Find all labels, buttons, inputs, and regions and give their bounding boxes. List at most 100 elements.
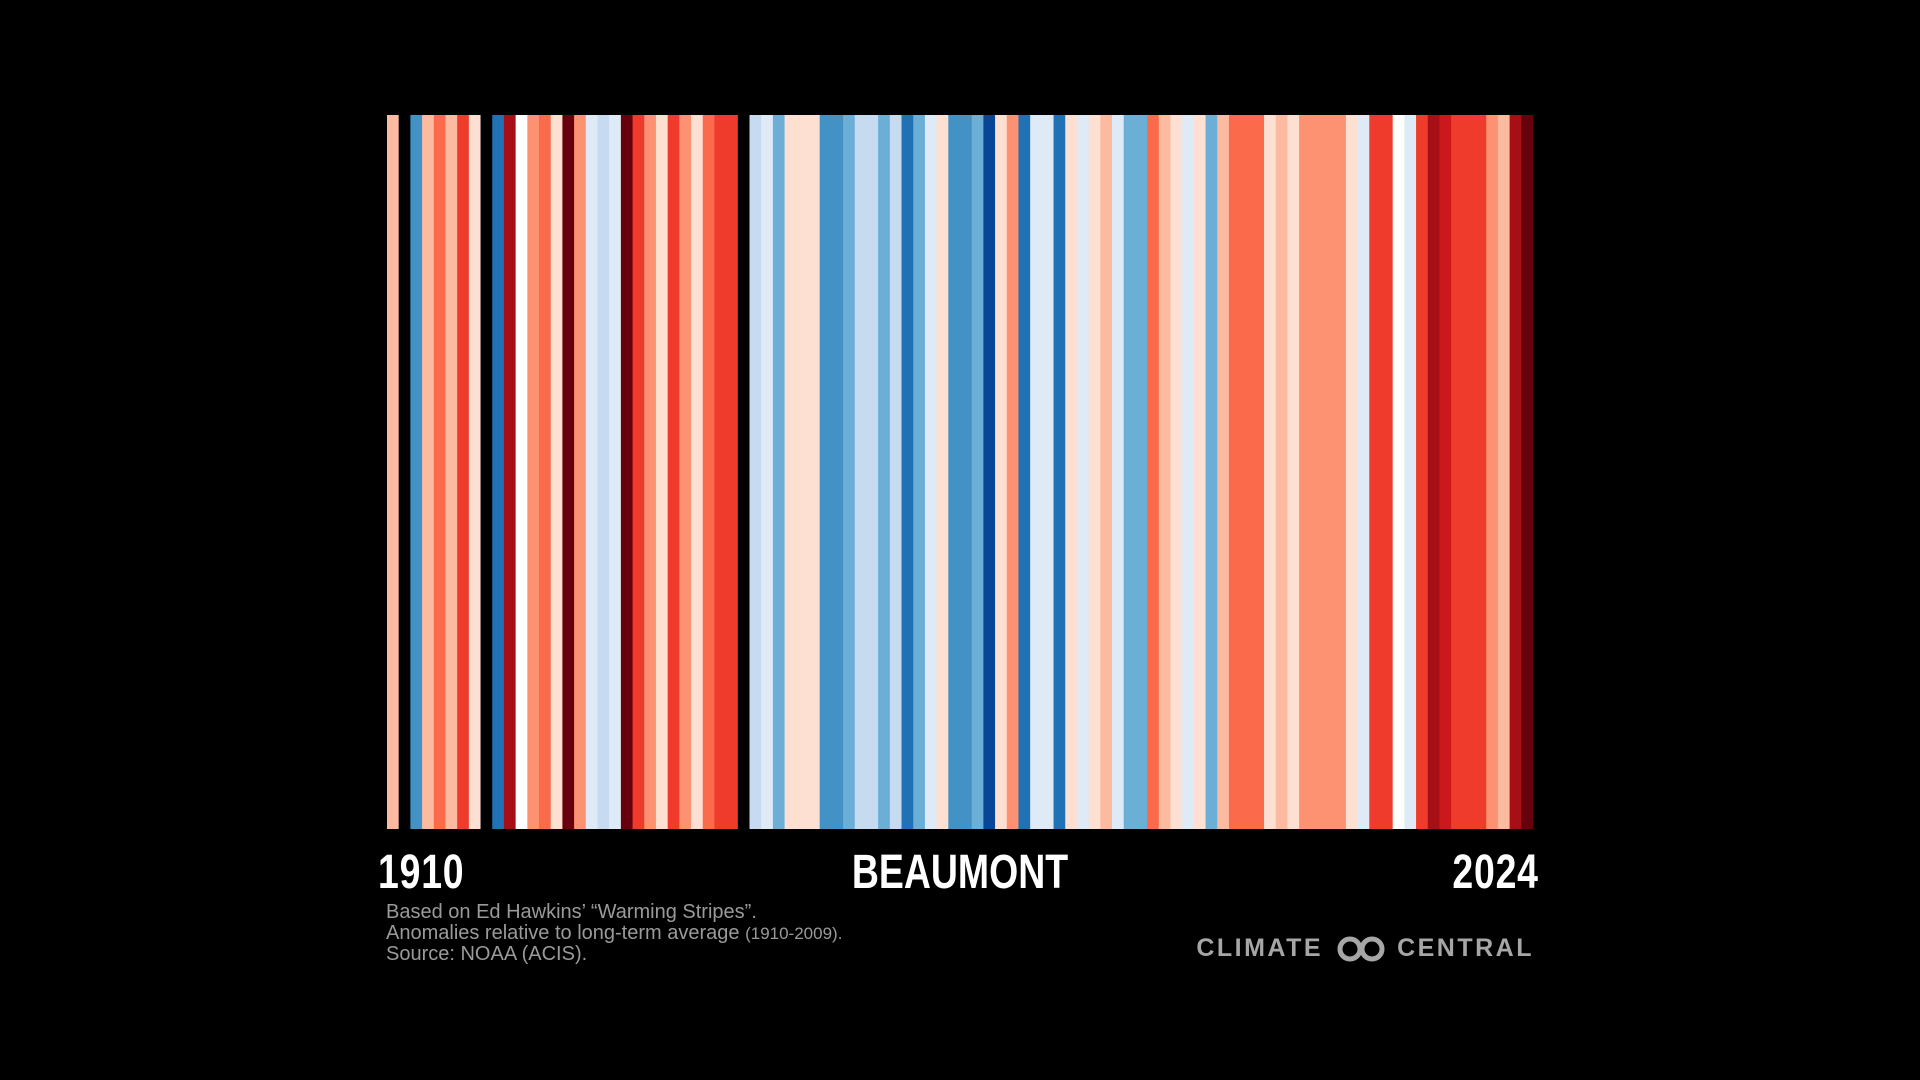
stripe-32 (761, 115, 774, 829)
stripe-28 (714, 115, 727, 829)
stripe-0 (387, 115, 400, 829)
stripe-83 (1357, 115, 1370, 829)
stripe-58 (1065, 115, 1078, 829)
stripe-75 (1264, 115, 1277, 829)
stripe-52 (995, 115, 1008, 829)
note-line-1: Based on Ed Hawkins’ “Warming Stripes”. (386, 901, 757, 923)
note-line-2-period: (1910-2009). (745, 924, 843, 943)
stripe-43 (889, 115, 903, 829)
stripe-22 (644, 115, 657, 829)
note-line-2: Anomalies relative to long-term average … (386, 923, 842, 944)
stripe-77 (1287, 115, 1300, 829)
stripe-70 (1205, 115, 1218, 829)
stripe-79 (1310, 115, 1324, 829)
stripe-11 (515, 115, 528, 829)
stripe-15 (562, 115, 575, 829)
brand-word-climate: CLIMATE (1196, 934, 1324, 962)
stripe-59 (1076, 115, 1090, 829)
stripe-56 (1041, 115, 1055, 829)
stripe-26 (691, 115, 704, 829)
stripe-19 (609, 115, 622, 829)
stripe-60 (1088, 115, 1101, 829)
note-line-3: Source: NOAA (ACIS). (386, 943, 588, 965)
stripe-2 (410, 115, 423, 829)
stripe-55 (1030, 115, 1043, 829)
stripe-5 (445, 115, 458, 829)
stripe-91 (1451, 115, 1464, 829)
stripe-93 (1474, 115, 1487, 829)
stripe-62 (1112, 115, 1125, 829)
stripe-53 (1006, 115, 1020, 829)
stripe-4 (433, 115, 447, 829)
stripe-13 (539, 115, 552, 829)
warming-stripes-chart (387, 115, 1533, 829)
stripe-80 (1322, 115, 1335, 829)
stripe-74 (1252, 115, 1265, 829)
stripe-94 (1486, 115, 1499, 829)
linked-rings-icon (1337, 936, 1385, 961)
stripe-7 (468, 115, 482, 829)
stripe-46 (924, 115, 938, 829)
stripe-9 (492, 115, 505, 829)
stripe-18 (597, 115, 610, 829)
stripe-49 (960, 115, 973, 829)
stripe-51 (983, 115, 996, 829)
stripe-61 (1100, 115, 1113, 829)
stripe-16 (574, 115, 587, 829)
stripe-84 (1369, 115, 1382, 829)
stripe-31 (749, 115, 762, 829)
stripe-97 (1521, 115, 1533, 829)
stripe-76 (1275, 115, 1289, 829)
note-line-2-main: Anomalies relative to long-term average (386, 922, 740, 944)
stripe-92 (1462, 115, 1476, 829)
stripe-24 (667, 115, 680, 829)
stripe-34 (784, 115, 797, 829)
stripe-27 (702, 115, 716, 829)
stripe-54 (1018, 115, 1031, 829)
brand-word-central: CENTRAL (1397, 934, 1534, 962)
stripe-1 (398, 115, 411, 829)
stripe-71 (1217, 115, 1230, 829)
stripe-10 (503, 115, 517, 829)
stripe-78 (1299, 115, 1312, 829)
stripe-50 (971, 115, 984, 829)
stripe-12 (527, 115, 540, 829)
stripe-30 (737, 115, 751, 829)
location-title: BEAUMONT (851, 846, 1069, 899)
end-year-label: 2024 (1452, 846, 1539, 899)
stripe-38 (831, 115, 844, 829)
stripe-48 (948, 115, 961, 829)
stripe-86 (1392, 115, 1405, 829)
stripe-90 (1439, 115, 1452, 829)
stripe-47 (936, 115, 949, 829)
stripe-96 (1509, 115, 1522, 829)
stripe-39 (843, 115, 856, 829)
stripe-36 (807, 115, 821, 829)
stripe-95 (1497, 115, 1511, 829)
stripe-82 (1345, 115, 1359, 829)
stripe-63 (1123, 115, 1137, 829)
stripe-81 (1334, 115, 1347, 829)
stripe-21 (632, 115, 645, 829)
stripe-44 (901, 115, 914, 829)
stripe-85 (1380, 115, 1394, 829)
stripe-68 (1182, 115, 1195, 829)
stripe-23 (655, 115, 669, 829)
stripe-33 (772, 115, 786, 829)
stripe-41 (866, 115, 879, 829)
stripe-8 (480, 115, 493, 829)
stripe-17 (585, 115, 599, 829)
stripe-67 (1170, 115, 1183, 829)
stripe-57 (1053, 115, 1066, 829)
stripe-20 (620, 115, 634, 829)
stripe-40 (854, 115, 868, 829)
stripe-66 (1158, 115, 1172, 829)
stripe-87 (1404, 115, 1417, 829)
stripe-72 (1228, 115, 1242, 829)
stripe-88 (1416, 115, 1429, 829)
climate-central-logo: CLIMATE CENTRAL (1196, 934, 1534, 963)
stripe-73 (1240, 115, 1253, 829)
stripe-64 (1135, 115, 1148, 829)
stripe-3 (422, 115, 435, 829)
stripe-29 (726, 115, 739, 829)
